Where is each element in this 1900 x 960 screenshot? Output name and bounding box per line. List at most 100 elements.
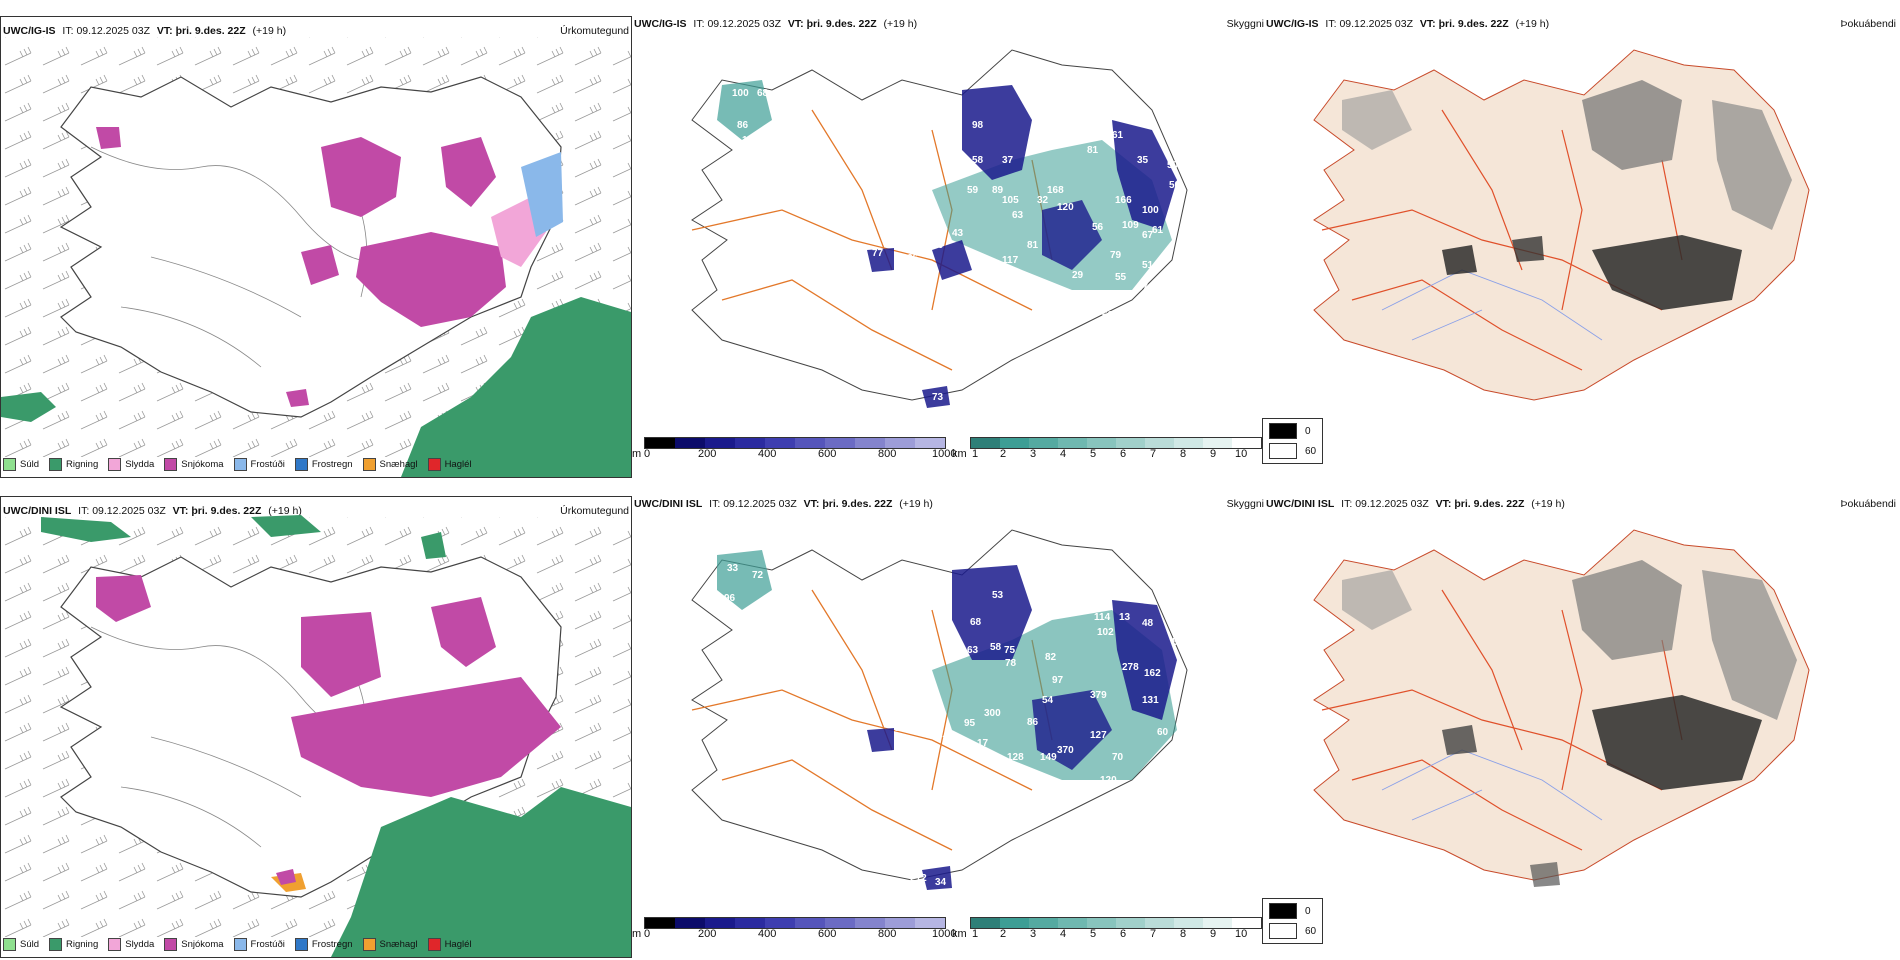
panel-header: UWC/DINI ISL IT: 09.12.2025 03Z VT: þri.… xyxy=(3,505,302,517)
fog-panel: UWC/IG-IS IT: 09.12.2025 03Z VT: þri. 9.… xyxy=(1262,10,1900,480)
fog-area-6 xyxy=(1530,862,1560,887)
legend-swatch xyxy=(108,937,122,951)
legend-swatch xyxy=(233,937,247,951)
legend-swatch xyxy=(3,457,16,471)
fog-legend-item: 0 xyxy=(1269,423,1316,439)
legend-swatch xyxy=(1269,423,1297,439)
legend-item: Súld xyxy=(3,937,39,951)
it-value: 09.12.2025 03Z xyxy=(76,25,150,37)
fog-legend-item: 60 xyxy=(1269,443,1316,459)
legend-item: Rigning xyxy=(49,457,98,471)
fog-area-5 xyxy=(1442,245,1477,275)
legend-item: Haglél xyxy=(427,457,472,471)
rivers xyxy=(1381,269,1603,341)
cloud-area-1 xyxy=(952,565,1032,660)
panel-header: UWC/DINI ISL IT: 09.12.2025 03Z VT: þri.… xyxy=(634,498,933,510)
snow-area-4 xyxy=(96,575,151,622)
precip-type-title: Úrkomutegund xyxy=(560,25,629,37)
snow-area-1 xyxy=(321,137,401,217)
cloud-area-2 xyxy=(1112,600,1177,720)
cloud-area-1 xyxy=(962,85,1032,180)
legend-swatch xyxy=(362,457,376,471)
precip-map xyxy=(1,515,631,957)
legend-item: Snæhagl xyxy=(362,457,418,471)
rain-area-sea xyxy=(401,297,631,477)
vt-value: þri. 9.des. 22Z xyxy=(175,25,246,37)
snow-area-2 xyxy=(356,232,506,327)
row-1: UWC/IG-IS IT: 09.12.2025 03Z VT: þri. 9.… xyxy=(0,10,1900,480)
visibility-unit: km xyxy=(952,448,967,460)
precip-legend: Súld Rigning Slydda Snjókoma Frostúði Fr… xyxy=(3,933,472,955)
fog-area-2 xyxy=(1702,570,1797,720)
model-name: UWC/IG-IS xyxy=(3,25,56,37)
legend-swatch xyxy=(1269,923,1297,939)
lead-time: (+19 h) xyxy=(252,25,287,37)
fog-area-4 xyxy=(1342,570,1412,630)
precip-legend: Súld Rigning Slydda Snjókoma Frostúði Fr… xyxy=(3,453,472,475)
it-label: IT: xyxy=(62,25,74,37)
fog-title: Þokuábendi xyxy=(1840,18,1896,30)
fog-legend: 0 60 xyxy=(1262,418,1324,464)
precip-type-title: Úrkomutegund xyxy=(560,505,629,517)
precip-type-panel: UWC/IG-IS IT: 09.12.2025 03Z VT: þri. 9.… xyxy=(0,16,632,478)
legend-swatch xyxy=(427,457,441,471)
snow-area-6 xyxy=(286,389,309,407)
panel-header: UWC/DINI ISL IT: 09.12.2025 03Z VT: þri.… xyxy=(1266,498,1565,510)
legend-swatch xyxy=(3,937,16,951)
fog-area-3 xyxy=(1592,235,1742,310)
rain-area-west xyxy=(1,392,56,422)
visibility-colorbar xyxy=(970,917,1262,929)
legend-swatch xyxy=(294,937,308,951)
legend-swatch xyxy=(164,937,178,951)
legend-item: Snjókoma xyxy=(164,457,224,471)
cloud-area-3 xyxy=(717,80,772,140)
roads xyxy=(1321,589,1683,851)
cloud-area-4 xyxy=(1042,200,1102,270)
cloud-title: Skyggni xyxy=(1226,18,1264,30)
legend-swatch xyxy=(233,457,247,471)
cloud-base-colorbar xyxy=(644,437,946,449)
fog-area-1 xyxy=(1582,80,1682,170)
fog-area-5 xyxy=(1442,725,1477,755)
cloud-base-colorbar xyxy=(644,917,946,929)
roads xyxy=(90,626,402,848)
fog-panel: UWC/DINI ISL IT: 09.12.2025 03Z VT: þri.… xyxy=(1262,490,1900,960)
legend-item: Frostregn xyxy=(294,457,353,471)
legend-swatch xyxy=(294,457,308,471)
legend-swatch xyxy=(1269,443,1297,459)
legend-item: Frostúði xyxy=(233,457,285,471)
iceland-outline xyxy=(691,49,1188,401)
cloud-area-2 xyxy=(1112,120,1177,230)
model-name: UWC/IG-IS xyxy=(634,18,687,30)
model-name: UWC/DINI ISL xyxy=(634,498,703,510)
snow-area-3 xyxy=(431,597,496,667)
legend-swatch xyxy=(1269,903,1297,919)
legend-item: Snjókoma xyxy=(164,937,224,951)
snow-area-3 xyxy=(441,137,496,207)
iceland-outline xyxy=(1313,49,1810,401)
visibility-unit: km xyxy=(952,928,967,940)
cloud-title: Skyggni xyxy=(1226,498,1264,510)
roads xyxy=(1321,109,1683,371)
legend-item: Frostúði xyxy=(233,937,285,951)
legend-item: Slydda xyxy=(108,937,154,951)
cloud-panel: UWC/IG-IS IT: 09.12.2025 03Z VT: þri. 9.… xyxy=(632,10,1264,480)
freezing-drizzle-area xyxy=(521,152,563,237)
cloud-area-4 xyxy=(1032,690,1112,770)
model-name: UWC/IG-IS xyxy=(1266,18,1319,30)
cloud-area-6 xyxy=(922,866,952,890)
model-name: UWC/DINI ISL xyxy=(1266,498,1335,510)
rain-area-north xyxy=(41,515,446,559)
snow-area-2 xyxy=(291,677,561,797)
model-name: UWC/DINI ISL xyxy=(3,505,72,517)
snow-area-5 xyxy=(96,127,121,149)
legend-swatch xyxy=(49,457,63,471)
vt-label: VT: xyxy=(156,25,173,37)
fog-map xyxy=(1313,49,1810,401)
fog-area-1 xyxy=(1572,560,1682,660)
snow-area-4 xyxy=(301,245,339,285)
precip-type-panel: UWC/DINI ISL IT: 09.12.2025 03Z VT: þri.… xyxy=(0,496,632,958)
legend-item: Slydda xyxy=(108,457,154,471)
cloud-area-5 xyxy=(867,728,894,752)
iceland-outline xyxy=(691,529,1188,881)
